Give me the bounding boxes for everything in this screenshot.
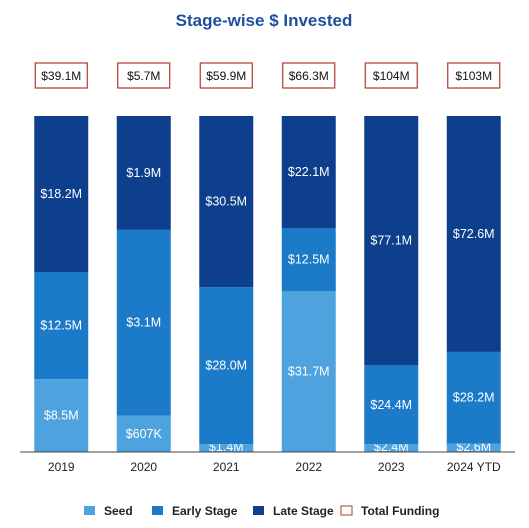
x-tick-label: 2019 [48,460,75,474]
segment-label: $3.1M [126,316,161,330]
bar-segment-early-stage [281,228,336,292]
bar-segment-seed [34,379,89,452]
bar-segment-early-stage [364,365,419,445]
total-box: $66.3M [282,62,336,89]
totals-group: $39.1M $5.7M $59.9M $66.3M $104M $103M [34,62,501,89]
legend-item-late-stage: Late Stage [253,504,334,518]
bar-segment-early-stage [199,287,254,445]
total-box-border [364,62,418,89]
segment-label: $72.6M [453,227,495,241]
total-label: $66.3M [289,69,329,83]
legend-label: Early Stage [172,504,238,518]
legend-item-early-stage: Early Stage [152,504,238,518]
bar-segment-seed [199,444,254,452]
bar-segment-late-stage [281,116,336,228]
segment-label: $28.2M [453,391,495,405]
total-box: $104M [364,62,418,89]
segment-label: $12.5M [288,253,330,267]
total-box: $59.9M [199,62,253,89]
x-tick-label: 2024 YTD [447,460,501,474]
total-box: $5.7M [117,62,171,89]
total-label: $5.7M [127,69,160,83]
bar-stack-2021: $1.4M$28.0M$30.5M [199,116,254,454]
segment-label: $22.1M [288,165,330,179]
bar-segment-late-stage [116,116,171,230]
bar-segment-seed [364,444,419,452]
chart-title: Stage-wise $ Invested [176,11,353,30]
x-tick-labels: 2019 2020 2021 2022 2023 2024 YTD [48,460,501,474]
bar-segment-seed [281,291,336,452]
segment-label: $607K [126,427,163,441]
total-label: $39.1M [41,69,81,83]
segment-label: $12.5M [40,319,82,333]
total-label: $59.9M [206,69,246,83]
total-box-border [34,62,88,89]
segment-label: $8.5M [44,409,79,423]
bar-stack-2020: $607K $3.1M $1.9M [116,116,171,452]
legend-label: Total Funding [361,504,439,518]
legend-label: Late Stage [273,504,334,518]
x-tick-label: 2020 [130,460,157,474]
legend-swatch [152,506,163,515]
segment-label: $28.0M [205,359,247,373]
total-box: $39.1M [34,62,88,89]
legend-swatch [84,506,95,515]
bar-stack-2022: $31.7M $12.5M $22.1M [281,116,336,452]
legend-item-total-funding: Total Funding [340,504,439,518]
segment-label: $24.4M [370,398,412,412]
x-tick-label: 2021 [213,460,240,474]
bar-segment-late-stage [446,116,501,352]
total-label: $103M [455,69,492,83]
total-box-border [447,62,501,89]
bars-group: $8.5M$12.5M$18.2M$607K$3.1M$1.9M$1.4M$28… [34,116,501,454]
bar-segment-seed [116,415,171,452]
total-box-border [282,62,336,89]
bar-stack-2024-ytd: $2.6M$28.2M$72.6M [446,116,501,454]
segment-label: $1.9M [126,166,161,180]
legend-label: Seed [104,504,133,518]
legend: Seed Early Stage Late Stage Total Funding [84,504,439,518]
segment-label: $30.5M [205,195,247,209]
x-tick-label: 2023 [378,460,405,474]
bar-segment-late-stage [364,116,419,366]
legend-swatch [253,506,264,515]
legend-swatch [340,505,353,516]
legend-item-seed: Seed [84,504,133,518]
bar-segment-seed [446,443,501,452]
bar-segment-early-stage [116,229,171,416]
x-tick-label: 2022 [295,460,322,474]
segment-label: $18.2M [40,187,82,201]
bar-stack-2019: $8.5M $12.5M $18.2M [34,116,89,452]
segment-label: $77.1M [370,234,412,248]
bar-segment-early-stage [446,351,501,444]
total-box: $103M [447,62,501,89]
segment-label: $31.7M [288,365,330,379]
bar-segment-early-stage [34,272,89,380]
bar-stack-2023: $2.4M$24.4M$77.1M [364,116,419,454]
total-label: $104M [373,69,410,83]
bar-segment-late-stage [34,116,89,272]
total-box-border [117,62,171,89]
bar-segment-late-stage [199,116,254,288]
total-box-border [199,62,253,89]
